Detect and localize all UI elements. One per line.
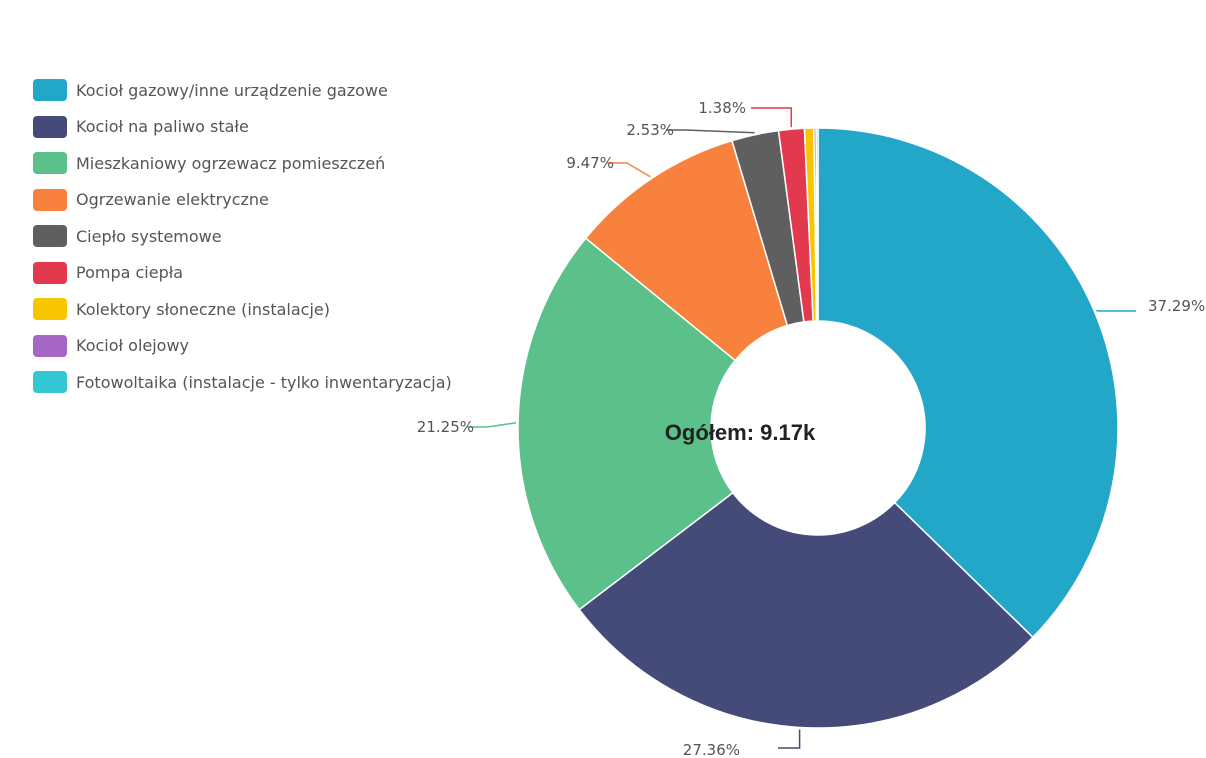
leader-line [607, 162, 651, 178]
legend-label: Kolektory słoneczne (instalacje) [76, 299, 330, 319]
leader-line [467, 422, 517, 428]
data-label-solid-fuel-boiler: 27.36% [683, 741, 740, 758]
legend-label: Kocioł olejowy [76, 336, 190, 356]
data-label-space-heater: 21.25% [417, 418, 474, 436]
legend-swatch [33, 79, 67, 102]
legend-swatch [33, 334, 67, 357]
leader-lines-group [467, 107, 1136, 749]
legend-swatch [33, 188, 67, 211]
legend-item-solar-collectors[interactable]: Kolektory słoneczne (instalacje) [33, 291, 452, 328]
legend-label: Ogrzewanie elektryczne [76, 190, 269, 210]
legend-label: Pompa ciepła [76, 263, 184, 283]
legend-swatch [33, 115, 67, 138]
data-label-district-heat: 2.53% [626, 121, 674, 139]
data-label-electric-heating: 9.47% [566, 154, 614, 172]
legend-swatch [33, 152, 67, 175]
leader-line [666, 129, 755, 134]
legend-item-photovoltaics[interactable]: Fotowoltaika (instalacje - tylko inwenta… [33, 364, 452, 401]
legend-label: Mieszkaniowy ogrzewacz pomieszczeń [76, 153, 386, 173]
legend-swatch [33, 261, 67, 284]
slice-solid-fuel-boiler[interactable] [578, 491, 1034, 729]
legend-swatch [33, 225, 67, 248]
slice-gas-boiler[interactable] [817, 127, 1119, 639]
legend-item-electric-heating[interactable]: Ogrzewanie elektryczne [33, 182, 452, 219]
legend-item-gas-boiler[interactable]: Kocioł gazowy/inne urządzenie gazowe [33, 72, 452, 109]
legend-label: Ciepło systemowe [76, 226, 222, 246]
slice-space-heater[interactable] [517, 237, 737, 611]
legend-label: Kocioł gazowy/inne urządzenie gazowe [76, 80, 388, 100]
slice-electric-heating[interactable] [584, 139, 789, 362]
legend-swatch [33, 298, 67, 321]
leader-line [778, 729, 801, 749]
legend: Kocioł gazowy/inne urządzenie gazowe Koc… [33, 72, 452, 401]
slice-photovoltaics[interactable] [815, 127, 819, 322]
leader-line [751, 107, 793, 128]
slices-group [517, 127, 1119, 729]
data-label-gas-boiler: 37.29% [1148, 297, 1205, 315]
legend-item-space-heater[interactable]: Mieszkaniowy ogrzewacz pomieszczeń [33, 145, 452, 182]
legend-item-oil-boiler[interactable]: Kocioł olejowy [33, 328, 452, 365]
legend-item-solid-fuel-boiler[interactable]: Kocioł na paliwo stałe [33, 109, 452, 146]
legend-label: Kocioł na paliwo stałe [76, 117, 249, 137]
legend-label: Fotowoltaika (instalacje - tylko inwenta… [76, 372, 452, 392]
data-labels-group: 37.29% 27.36% 21.25% 9.47% 2.53% 1.38% [417, 99, 1205, 758]
data-label-heat-pump: 1.38% [698, 99, 746, 117]
legend-item-district-heat[interactable]: Ciepło systemowe [33, 218, 452, 255]
legend-swatch [33, 371, 67, 394]
legend-item-heat-pump[interactable]: Pompa ciepła [33, 255, 452, 292]
center-total-label: Ogółem: 9.17k [665, 420, 816, 445]
